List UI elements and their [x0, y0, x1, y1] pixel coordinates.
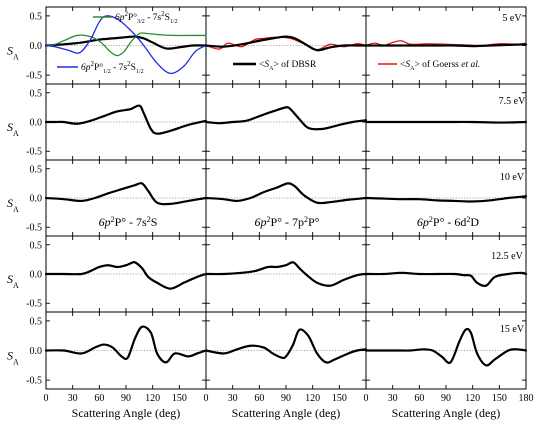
series-line-r3-c0-13: [44, 260, 208, 290]
series-line-r4-c0-16: [44, 325, 208, 364]
y-axis-label-r3: SA: [7, 272, 19, 290]
y-tick-label-r4-1: 0.0: [30, 346, 43, 357]
y-tick-label-r3-0: 0.5: [30, 240, 43, 251]
y-axis-label-r2: SA: [7, 196, 19, 214]
series-line-r1-c1-8: [204, 106, 368, 131]
series-line-r3-c2-15: [364, 271, 528, 288]
x-axis-label-c2: Scattering Angle (deg): [392, 406, 501, 420]
x-tick-label-c1-0: 0: [204, 393, 209, 404]
y-tick-label-r1-2: -0.5: [26, 147, 42, 158]
y-tick-label-r1-0: 0.5: [30, 88, 43, 99]
x-tick-label-c0-4: 120: [145, 393, 160, 404]
transition-label-6d: 6p2P° - 6d2D: [417, 215, 479, 230]
x-axis-label-c0: Scattering Angle (deg): [72, 406, 181, 420]
x-tick-label-c1-3: 90: [281, 393, 291, 404]
y-tick-label-r2-2: -0.5: [26, 223, 42, 234]
series-line-r0-c2-6: [364, 43, 528, 48]
x-tick-label-c2-1: 30: [388, 393, 398, 404]
series-line-r0-c1-3: [205, 36, 367, 51]
series-line-r2-c2-12: [364, 195, 528, 203]
energy-label-5ev: 5 eV: [502, 13, 522, 24]
x-tick-label-c0-3: 90: [121, 393, 131, 404]
y-tick-label-r0-1: 0.0: [30, 41, 43, 52]
series-line-r2-c0-10: [44, 182, 208, 206]
x-axis-label-c1: Scattering Angle (deg): [232, 406, 341, 420]
legend-text-blue: 6p2P°1/2 - 7s2S1/2: [81, 60, 144, 75]
x-tick-label-c0-1: 30: [68, 393, 78, 404]
series-line-r0-c0-1: [45, 32, 207, 57]
x-tick-label-c2-2: 60: [414, 393, 424, 404]
series-line-r0-c0-2: [45, 15, 207, 74]
x-tick-label-c0-5: 150: [172, 393, 187, 404]
axes-text: 0.5 0.0 -0.5 SA 0.5 0.0 -0.5 SA 0.5 0.0 -0.5 SA 0.5 0…: [7, 11, 534, 420]
y-tick-label-r0-2: -0.5: [26, 71, 42, 82]
series-line-r1-c0-7: [44, 104, 208, 135]
y-axis-label-r1: SA: [7, 120, 19, 138]
x-tick-label-c2-5: 150: [492, 393, 507, 404]
y-tick-label-r1-1: 0.0: [30, 118, 43, 129]
x-tick-label-c2-3: 90: [441, 393, 451, 404]
y-tick-label-r2-1: 0.0: [30, 194, 43, 205]
energy-label-15ev: 15 eV: [500, 324, 525, 335]
legend-text-dbsr: <SA> of DBSR: [259, 59, 317, 72]
y-tick-label-r3-1: 0.0: [30, 270, 43, 281]
energy-label-10ev: 10 eV: [500, 172, 525, 183]
legend-text-green: 6p2P°3/2 - 7s2S1/2: [115, 10, 178, 25]
transition-label-7s: 6p2P° - 7s2S: [99, 215, 158, 230]
x-tick-label-c0-2: 60: [94, 393, 104, 404]
series-line-r4-c2-18: [364, 327, 528, 367]
panel-frame-r4-c0: [45, 311, 207, 390]
x-tick-label-c2-4: 120: [465, 393, 480, 404]
series-line-r0-c1-4: [204, 35, 368, 52]
transition-label-7p: 6p2P° - 7p2P°: [255, 215, 320, 230]
x-tick-label-c1-1: 30: [228, 393, 238, 404]
series-line-r4-c1-17: [204, 328, 368, 364]
y-axis-label-r0: SA: [7, 44, 19, 62]
curves: [44, 15, 528, 367]
x-tick-label-c2-0: 0: [364, 393, 369, 404]
x-tick-label-c1-5: 150: [332, 393, 347, 404]
y-tick-label-r4-2: -0.5: [26, 376, 42, 387]
y-tick-label-r4-0: 0.5: [30, 316, 43, 327]
y-tick-label-r0-0: 0.5: [30, 11, 43, 22]
y-axis-label-r4: SA: [7, 349, 19, 367]
energy-label-12-5ev: 12.5 eV: [491, 251, 523, 262]
energy-label-7-5ev: 7.5 eV: [499, 96, 526, 107]
x-tick-label-c0-0: 0: [44, 393, 49, 404]
y-tick-label-r3-2: -0.5: [26, 299, 42, 310]
x-tick-label-c2-6: 180: [519, 393, 534, 404]
legend-text-goerss: <SA> of Goerss et al.: [400, 59, 480, 72]
x-tick-label-c1-2: 60: [254, 393, 264, 404]
series-line-r3-c1-14: [204, 261, 368, 287]
x-tick-label-c1-4: 120: [305, 393, 320, 404]
series-line-r1-c2-9: [364, 120, 528, 124]
y-tick-label-r2-0: 0.5: [30, 164, 43, 175]
panel-frame-r4-c1: [205, 311, 367, 390]
series-line-r2-c1-11: [204, 182, 368, 205]
